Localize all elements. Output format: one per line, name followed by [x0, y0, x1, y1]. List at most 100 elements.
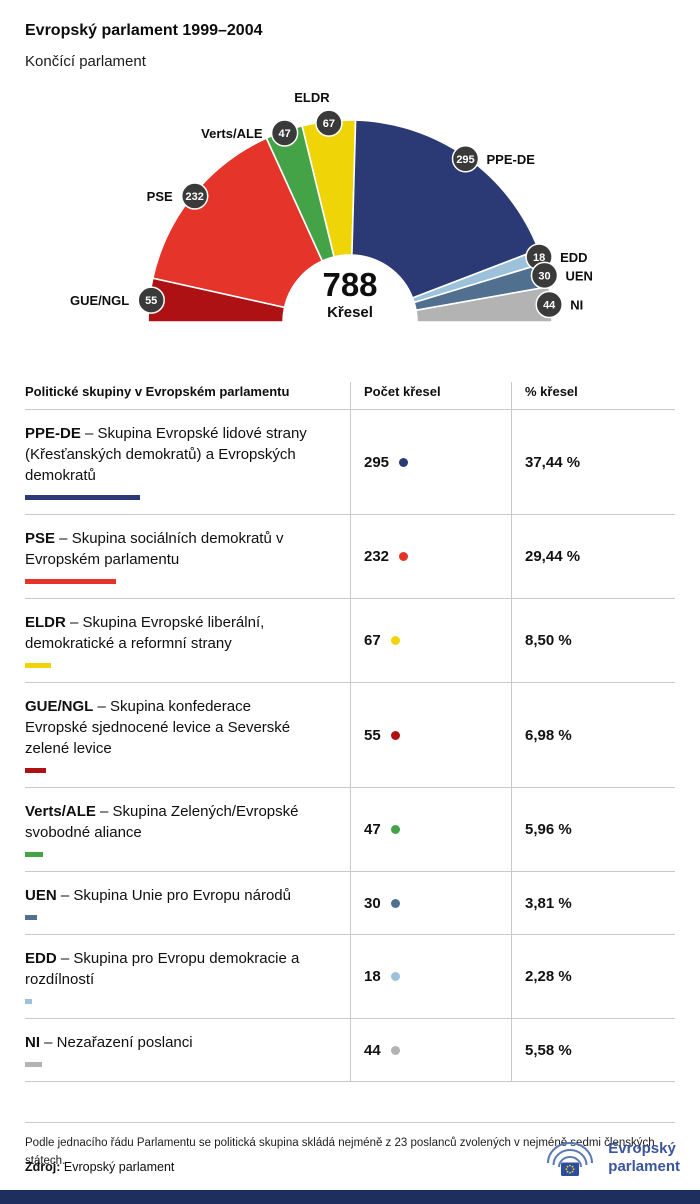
seat-badge-GUE/NGL: [137, 286, 165, 314]
seats-cell: 295: [350, 410, 511, 514]
seats-percent: 8,50 %: [525, 632, 572, 649]
group-abbr: UEN: [25, 887, 57, 904]
seats-cell: 44: [350, 1019, 511, 1081]
bottom-accent-bar: [0, 1190, 700, 1204]
group-abbr: ELDR: [25, 614, 66, 631]
group-color-dot: [390, 636, 400, 645]
chart-group-label: PPE-DE: [487, 152, 536, 167]
table-header: Politické skupiny v Evropském parlamentu…: [25, 382, 675, 410]
group-cell: PSE – Skupina sociálních demokratů v Evr…: [25, 515, 350, 598]
chart-group-label: Verts/ALE: [201, 126, 263, 141]
group-cell: GUE/NGL – Skupina konfederace Evropské s…: [25, 683, 350, 787]
group-color-dot: [399, 457, 409, 467]
table-body: PPE-DE – Skupina Evropské lidové strany …: [25, 410, 675, 1082]
percent-cell: 8,50 %: [511, 599, 675, 682]
table-row: PPE-DE – Skupina Evropské lidové strany …: [25, 410, 675, 515]
page-subtitle: Končící parlament: [25, 53, 146, 70]
group-name: NI – Nezařazení poslanci: [25, 1034, 193, 1051]
group-abbr: Verts/ALE: [25, 803, 96, 820]
group-name: PSE – Skupina sociálních demokratů v Evr…: [25, 530, 284, 568]
footer: Zdroj: Evropský parlament: [0, 1136, 700, 1204]
group-color-dot: [390, 730, 400, 740]
groups-table: Politické skupiny v Evropském parlamentu…: [25, 382, 675, 1082]
seat-badge-NI: [535, 290, 563, 319]
seat-badge-count: 55: [145, 295, 157, 307]
seats-cell: 55: [350, 683, 511, 787]
table-row: EDD – Skupina pro Evropu demokracie a ro…: [25, 935, 675, 1019]
group-color-bar: [25, 663, 52, 668]
seats-cell: 232: [350, 515, 511, 598]
chart-seat-badges: 55 232 47 67 295 18 30 44: [137, 109, 563, 319]
chart-group-label: UEN: [566, 268, 593, 283]
header: Evropský parlament 1999–2004 Končící par…: [0, 0, 700, 70]
group-name: EDD – Skupina pro Evropu demokracie a ro…: [25, 950, 300, 988]
group-name: Verts/ALE – Skupina Zelených/Evropské sv…: [25, 803, 299, 841]
total-seats-number: 788: [322, 266, 377, 303]
group-abbr: PPE-DE: [25, 425, 81, 442]
seats-count: 44: [364, 1041, 381, 1059]
percent-cell: 2,28 %: [511, 935, 675, 1018]
footnote-divider: [25, 1122, 675, 1123]
group-color-bar: [25, 579, 116, 584]
group-color-dot: [390, 972, 400, 981]
percent-cell: 5,96 %: [511, 788, 675, 871]
group-abbr: EDD: [25, 950, 57, 967]
chart-group-labels: GUE/NGL PSE Verts/ALE ELDR PPE-DE EDD UEN NI: [70, 90, 593, 312]
european-parliament-logo: Evropský parlament: [541, 1136, 680, 1180]
seats-cell: 47: [350, 788, 511, 871]
percent-cell: 3,81 %: [511, 872, 675, 934]
eu-flag-icon: [561, 1162, 580, 1176]
logo-text: Evropský parlament: [608, 1140, 680, 1175]
group-abbr: PSE: [25, 530, 56, 547]
percent-cell: 37,44 %: [511, 410, 675, 514]
group-color-bar: [25, 1062, 43, 1067]
header-groups: Politické skupiny v Evropském parlamentu: [25, 384, 290, 399]
group-name: UEN – Skupina Unie pro Evropu národů: [25, 887, 291, 904]
group-cell: EDD – Skupina pro Evropu demokracie a ro…: [25, 935, 350, 1018]
percent-cell: 29,44 %: [511, 515, 675, 598]
group-name: ELDR – Skupina Evropské liberální, demok…: [25, 614, 265, 652]
chart-group-label: PSE: [147, 189, 173, 204]
chart-group-label: ELDR: [294, 90, 330, 105]
percent-cell: 6,98 %: [511, 683, 675, 787]
group-cell: ELDR – Skupina Evropské liberální, demok…: [25, 599, 350, 682]
group-cell: PPE-DE – Skupina Evropské lidové strany …: [25, 410, 350, 514]
group-name: GUE/NGL – Skupina konfederace Evropské s…: [25, 698, 291, 757]
seats-count: 18: [364, 968, 381, 985]
seat-badge-PSE: [180, 182, 209, 210]
seat-badge-count: 44: [543, 300, 556, 312]
percent-cell: 5,58 %: [511, 1019, 675, 1081]
seat-badge-Verts/ALE: [270, 119, 299, 147]
group-color-bar: [25, 495, 140, 500]
seat-badge-ELDR: [315, 109, 343, 137]
seats-count: 30: [364, 894, 381, 912]
source-text: Zdroj: Evropský parlament: [25, 1160, 174, 1180]
source-value: Evropský parlament: [63, 1160, 175, 1174]
hemicycle-chart: 55 232 47 67 295 18 30 44 GUE/NGL PSE Verts/ALE EL…: [70, 90, 593, 323]
group-cell: NI – Nezařazení poslanci: [25, 1019, 350, 1081]
logo-text-line1: Evropský: [608, 1140, 676, 1158]
table-row: UEN – Skupina Unie pro Evropu národů 30 3,…: [25, 872, 675, 935]
segment-PSE: [151, 137, 324, 309]
seats-cell: 30: [350, 872, 511, 934]
seats-count: 55: [364, 726, 381, 744]
header-seat-percent: % křesel: [511, 382, 675, 409]
group-color-bar: [25, 768, 47, 773]
group-color-bar: [25, 999, 32, 1004]
seat-badge-count: 295: [456, 154, 474, 166]
seats-count: 295: [364, 453, 390, 471]
seats-count: 67: [364, 632, 381, 649]
seat-badge-count: 18: [533, 252, 545, 264]
group-name: PPE-DE – Skupina Evropské lidové strany …: [25, 425, 307, 484]
group-color-dot: [399, 552, 409, 561]
header-seat-count: Počet křesel: [350, 382, 511, 409]
seats-percent: 5,96 %: [525, 821, 572, 838]
seats-percent: 29,44 %: [525, 548, 581, 565]
footnote: Podle jednacího řádu Parlamentu se polit…: [25, 1137, 655, 1168]
group-color-dot: [390, 825, 400, 834]
seats-percent: 5,58 %: [525, 1041, 572, 1059]
seats-count: 47: [364, 821, 381, 838]
group-cell: Verts/ALE – Skupina Zelených/Evropské sv…: [25, 788, 350, 871]
table-row: NI – Nezařazení poslanci 44 5,58 %: [25, 1019, 675, 1082]
seats-percent: 3,81 %: [525, 894, 572, 912]
